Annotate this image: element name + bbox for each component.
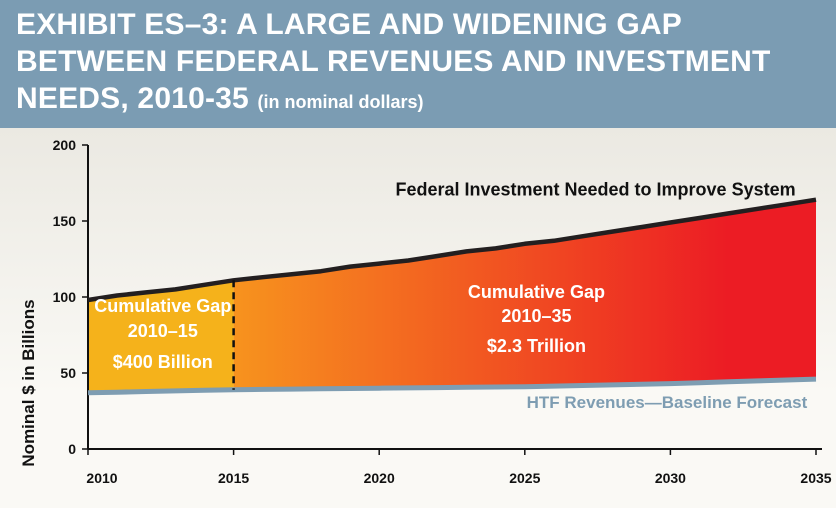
x-tick-label: 2035 xyxy=(800,470,831,486)
exhibit-subtitle: (in nominal dollars) xyxy=(257,92,424,112)
exhibit-title-line-2: BETWEEN FEDERAL REVENUES AND INVESTMENT xyxy=(16,45,771,78)
annotation-gap-2010-15-line-3: $400 Billion xyxy=(113,352,213,372)
y-tick-label: 150 xyxy=(53,213,77,229)
x-tick-label: 2020 xyxy=(364,470,395,486)
legend-federal-investment: Federal Investment Needed to Improve Sys… xyxy=(395,180,795,200)
x-tick-label: 2025 xyxy=(509,470,540,486)
annotation-gap-2010-15-line-1: Cumulative Gap xyxy=(94,296,231,316)
y-tick-label: 100 xyxy=(53,289,77,305)
exhibit-title-line-1: EXHIBIT ES–3: A LARGE AND WIDENING GAP xyxy=(16,8,682,41)
chart-area: Nominal $ in Billions 0 50 100 150 200 2010 20… xyxy=(0,128,836,508)
y-tick-label: 200 xyxy=(53,137,77,153)
legend-htf-revenues: HTF Revenues—Baseline Forecast xyxy=(527,393,808,412)
annotation-gap-2010-15-line-2: 2010–15 xyxy=(128,321,198,341)
x-tick-label: 2030 xyxy=(655,470,686,486)
gap-area-2010-15 xyxy=(88,280,234,393)
exhibit-header: EXHIBIT ES–3: A LARGE AND WIDENING GAP B… xyxy=(0,0,836,128)
area-chart: Nominal $ in Billions 0 50 100 150 200 2010 20… xyxy=(19,137,832,486)
y-tick-label: 50 xyxy=(60,365,76,381)
exhibit-title-line-3: NEEDS, 2010-35 (in nominal dollars) xyxy=(16,82,424,119)
annotation-gap-2010-35-line-1: Cumulative Gap xyxy=(468,282,605,302)
annotation-gap-2010-35-line-3: $2.3 Trillion xyxy=(487,336,586,356)
annotation-gap-2010-35-line-2: 2010–35 xyxy=(501,306,571,326)
x-tick-label: 2010 xyxy=(86,470,117,486)
y-axis-label: Nominal $ in Billions xyxy=(19,299,38,466)
series-line-federal-investment xyxy=(87,197,817,303)
y-tick-label: 0 xyxy=(68,441,76,457)
exhibit-title-line-3-text: NEEDS, 2010-35 xyxy=(16,82,249,115)
x-tick-label: 2015 xyxy=(218,470,249,486)
gap-area-2015-35 xyxy=(233,199,817,390)
series-line-htf-revenues xyxy=(87,376,817,396)
